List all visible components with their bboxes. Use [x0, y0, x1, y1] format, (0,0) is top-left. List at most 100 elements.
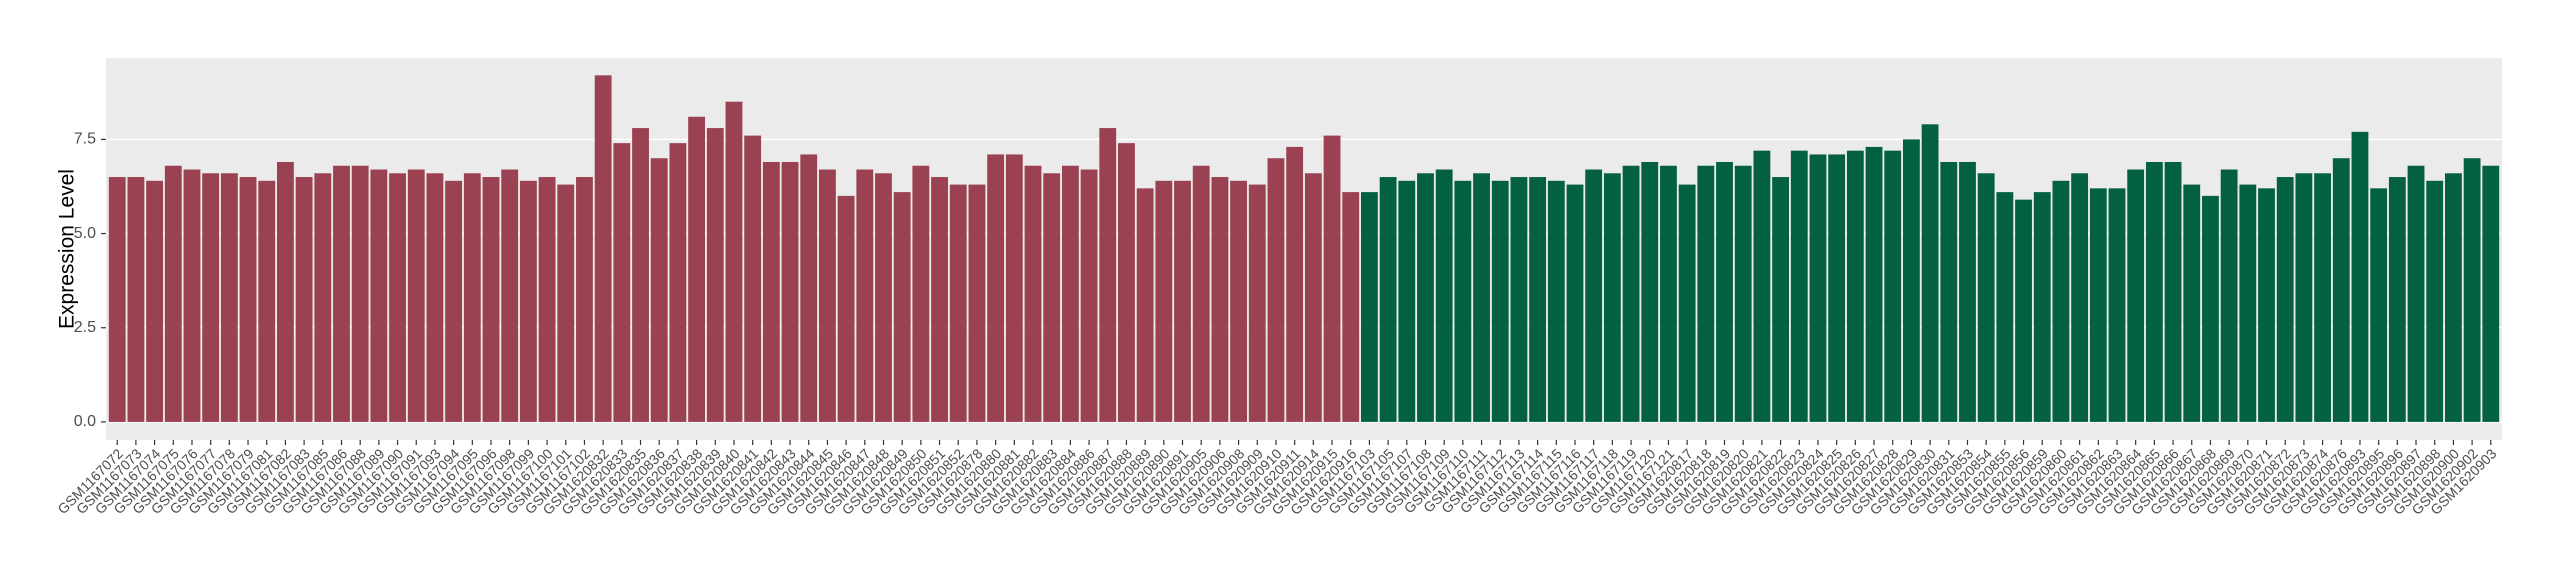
bar: [1379, 177, 1397, 422]
bar: [1248, 184, 1266, 422]
bar: [819, 169, 836, 422]
bar: [594, 75, 612, 422]
bar: [1641, 161, 1659, 422]
bar: [1753, 150, 1771, 422]
bar: [2444, 173, 2462, 422]
bar: [2314, 173, 2331, 422]
bar: [800, 154, 818, 422]
bar: [1099, 128, 1117, 422]
bar: [1454, 180, 1472, 422]
bar: [2127, 169, 2145, 422]
bar: [146, 180, 164, 422]
bar: [2258, 188, 2275, 422]
bar: [1473, 173, 1490, 422]
bar: [2426, 180, 2444, 422]
bar: [875, 173, 892, 422]
bar: [1005, 154, 1023, 422]
bar: [389, 173, 406, 422]
bar: [2463, 158, 2481, 422]
bar: [856, 169, 874, 422]
bar: [1192, 165, 1210, 422]
bar: [277, 161, 294, 422]
bar: [1230, 180, 1247, 422]
bar: [837, 195, 855, 422]
bar: [650, 158, 668, 422]
bar: [2407, 165, 2425, 422]
y-tick-label: 0.0: [74, 413, 96, 430]
bar: [1940, 161, 1958, 422]
bar: [127, 177, 145, 422]
bar: [1136, 188, 1154, 422]
bar: [314, 173, 332, 422]
bar: [295, 177, 313, 422]
bar: [258, 180, 276, 422]
bar: [2332, 158, 2350, 422]
bar: [463, 173, 481, 422]
bar: [164, 165, 182, 422]
bar: [1678, 184, 1696, 422]
bar: [744, 135, 762, 422]
bar: [1603, 173, 1621, 422]
bar: [239, 177, 257, 422]
bar: [1585, 169, 1603, 422]
bar: [2183, 184, 2201, 422]
bar: [1884, 150, 1902, 422]
bar: [1660, 165, 1677, 422]
bar: [2052, 180, 2070, 422]
bar: [370, 169, 388, 422]
bar: [968, 184, 986, 422]
bar: [1043, 173, 1061, 422]
bar: [2388, 177, 2406, 422]
bar: [1734, 165, 1752, 422]
bar: [669, 143, 687, 422]
bar: [2482, 165, 2500, 422]
bar: [1491, 180, 1509, 422]
bar: [613, 143, 631, 422]
bar: [1435, 169, 1453, 422]
bar: [183, 169, 201, 422]
bar: [108, 177, 126, 422]
y-tick-label: 7.5: [74, 131, 96, 148]
bar: [2089, 188, 2107, 422]
bar: [1529, 177, 1547, 422]
bar: [912, 165, 930, 422]
bar: [407, 169, 425, 422]
bar: [1772, 177, 1789, 422]
bar: [1361, 192, 1378, 422]
bar: [2015, 199, 2032, 422]
bar: [1921, 124, 1939, 422]
bar: [2202, 195, 2219, 422]
bar: [1286, 146, 1304, 422]
bar: [949, 184, 967, 422]
bar: [557, 184, 575, 422]
bar: [2145, 161, 2163, 422]
bar: [1155, 180, 1173, 422]
bar: [1996, 192, 2014, 422]
bar: [519, 180, 537, 422]
bar: [1716, 161, 1733, 422]
bar: [1790, 150, 1808, 422]
bar: [688, 116, 705, 422]
y-tick-label: 5.0: [74, 225, 96, 242]
bar: [426, 173, 444, 422]
bar: [1417, 173, 1434, 422]
bar: [1903, 139, 1920, 422]
bar: [576, 177, 593, 422]
bar: [1304, 173, 1322, 422]
bar: [781, 161, 799, 422]
bar: [931, 177, 948, 422]
bar: [2108, 188, 2126, 422]
bar: [1809, 154, 1827, 422]
bar: [1061, 165, 1079, 422]
bar: [2370, 188, 2388, 422]
bar: [1697, 165, 1715, 422]
bar: [2220, 169, 2238, 422]
bar: [762, 161, 780, 422]
bar: [1622, 165, 1640, 422]
bar: [1828, 154, 1846, 422]
bar: [1024, 165, 1042, 422]
bar: [2071, 173, 2089, 422]
bar: [220, 173, 238, 422]
bar: [1846, 150, 1864, 422]
